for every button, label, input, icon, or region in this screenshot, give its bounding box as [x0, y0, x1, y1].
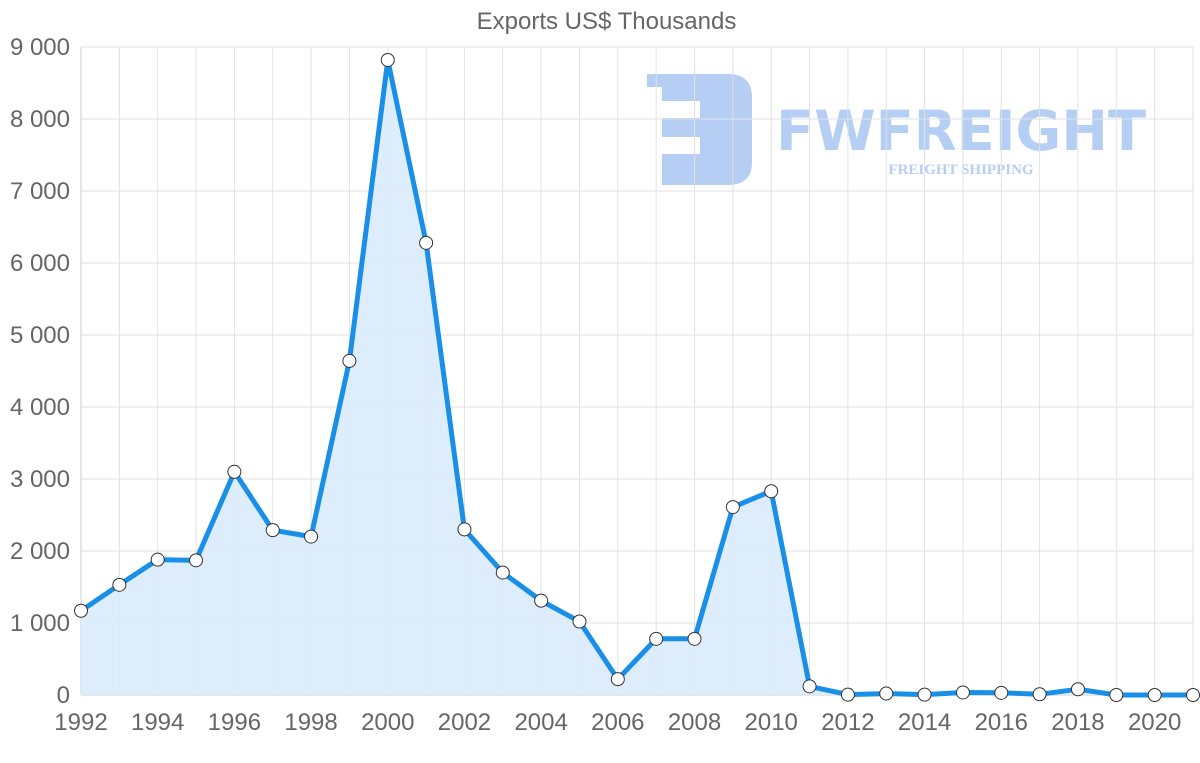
y-tick-label: 4 000	[10, 394, 70, 421]
data-point-marker[interactable]	[457, 522, 472, 537]
fwfreight-watermark-logo: FWFREIGHT FREIGHT SHIPPING	[647, 74, 1146, 185]
y-axis-ticks: 0 1 000 2 000 3 000 4 000 5 000 6 000 7 000 8 00…	[10, 34, 70, 709]
data-point-marker[interactable]	[725, 500, 740, 515]
area-fill	[81, 60, 1193, 695]
data-point-marker[interactable]	[955, 685, 970, 700]
y-tick-label: 6 000	[10, 250, 70, 277]
data-point-marker[interactable]	[802, 679, 817, 694]
y-tick-label: 2 000	[10, 538, 70, 565]
data-point-marker[interactable]	[265, 523, 280, 538]
watermark-tagline: FREIGHT SHIPPING	[888, 162, 1033, 178]
data-point-marker[interactable]	[1186, 688, 1200, 702]
data-point-marker[interactable]	[304, 529, 319, 544]
y-tick-label: 5 000	[10, 322, 70, 349]
x-tick-label: 2000	[361, 709, 414, 736]
data-point-marker[interactable]	[534, 593, 549, 608]
data-point-marker[interactable]	[419, 235, 434, 250]
data-point-marker[interactable]	[189, 553, 204, 568]
data-point-marker[interactable]	[1032, 687, 1047, 702]
data-point-marker[interactable]	[994, 685, 1009, 700]
y-tick-label: 7 000	[10, 178, 70, 205]
x-tick-label: 2008	[668, 709, 721, 736]
data-point-marker[interactable]	[1109, 688, 1124, 702]
data-point-marker[interactable]	[227, 464, 242, 479]
data-point-marker[interactable]	[342, 353, 357, 368]
x-tick-label: 2006	[591, 709, 644, 736]
x-tick-label: 2012	[821, 709, 874, 736]
x-tick-label: 2020	[1128, 709, 1181, 736]
x-tick-label: 1992	[54, 709, 107, 736]
fwfreight-logo-icon	[647, 74, 752, 185]
y-tick-label: 9 000	[10, 34, 70, 61]
x-axis-ticks: 1992 1994 1996 1998 2000 2002 2004 2006 2008 2010…	[54, 709, 1181, 736]
data-point-marker[interactable]	[764, 484, 779, 499]
y-tick-label: 0	[57, 682, 70, 709]
data-point-marker[interactable]	[112, 577, 127, 592]
area-fill-path	[81, 60, 1193, 695]
x-tick-label: 2016	[975, 709, 1028, 736]
y-tick-label: 1 000	[10, 610, 70, 637]
data-markers	[74, 52, 1200, 702]
data-point-marker[interactable]	[917, 687, 932, 702]
chart-title: Exports US$ Thousands	[476, 8, 737, 35]
x-tick-label: 2002	[438, 709, 491, 736]
data-point-marker[interactable]	[150, 552, 165, 567]
data-point-marker[interactable]	[649, 631, 664, 646]
y-tick-label: 8 000	[10, 106, 70, 133]
data-point-marker[interactable]	[1147, 688, 1162, 702]
data-point-marker[interactable]	[840, 687, 855, 702]
x-tick-label: 2010	[745, 709, 798, 736]
y-tick-label: 3 000	[10, 466, 70, 493]
data-point-marker[interactable]	[495, 565, 510, 580]
data-point-marker[interactable]	[1070, 682, 1085, 697]
data-point-marker[interactable]	[610, 672, 625, 687]
data-point-marker[interactable]	[572, 614, 587, 629]
x-tick-label: 2018	[1051, 709, 1104, 736]
watermark-brand: FWFREIGHT	[776, 99, 1146, 163]
data-point-marker[interactable]	[687, 631, 702, 646]
data-point-marker[interactable]	[380, 52, 395, 67]
data-point-marker[interactable]	[74, 603, 88, 618]
x-tick-label: 1994	[131, 709, 184, 736]
x-tick-label: 2014	[898, 709, 951, 736]
data-point-marker[interactable]	[879, 686, 894, 701]
x-tick-label: 2004	[514, 709, 567, 736]
x-tick-label: 1998	[284, 709, 337, 736]
x-tick-label: 1996	[208, 709, 261, 736]
